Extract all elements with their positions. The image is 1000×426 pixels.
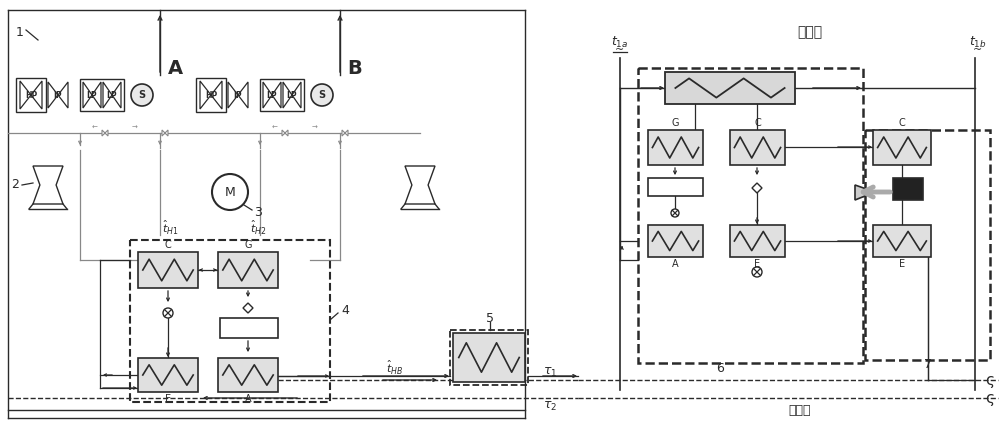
- Text: $\hat{t}_{H2}$: $\hat{t}_{H2}$: [250, 219, 266, 237]
- Bar: [453, 333, 525, 382]
- Polygon shape: [752, 183, 762, 193]
- Text: 6: 6: [716, 362, 724, 374]
- Text: S: S: [138, 90, 146, 100]
- Text: E: E: [899, 259, 905, 269]
- Circle shape: [752, 267, 762, 277]
- Bar: [665, 72, 795, 104]
- Bar: [638, 68, 863, 363]
- Polygon shape: [243, 303, 253, 313]
- Bar: [730, 225, 785, 257]
- Bar: [260, 79, 304, 111]
- Bar: [893, 178, 923, 200]
- Text: G: G: [244, 240, 252, 250]
- Text: S: S: [318, 90, 326, 100]
- Text: ←: ←: [272, 125, 278, 131]
- Bar: [865, 130, 990, 360]
- Text: ς: ς: [985, 391, 994, 406]
- Polygon shape: [20, 81, 31, 109]
- Polygon shape: [272, 82, 281, 108]
- Text: 3: 3: [254, 205, 262, 219]
- Bar: [138, 358, 198, 392]
- Text: ←: ←: [92, 125, 98, 131]
- Text: LP: LP: [287, 90, 297, 100]
- Polygon shape: [83, 82, 92, 108]
- Polygon shape: [238, 82, 248, 108]
- Text: $\hat{t}_{H1}$: $\hat{t}_{H1}$: [162, 219, 178, 237]
- Text: IP: IP: [234, 90, 242, 100]
- Bar: [873, 130, 931, 165]
- Bar: [220, 318, 278, 338]
- Text: LP: LP: [107, 90, 117, 100]
- Text: HP: HP: [25, 90, 37, 100]
- Text: $t_{1b}$: $t_{1b}$: [969, 35, 987, 49]
- Text: 二次网: 二次网: [797, 25, 823, 39]
- Text: E: E: [165, 394, 171, 404]
- Bar: [16, 78, 46, 112]
- Text: →: →: [312, 125, 318, 131]
- Bar: [218, 252, 278, 288]
- Text: A: A: [167, 58, 183, 78]
- Text: $t_{1a}$: $t_{1a}$: [611, 35, 629, 49]
- Bar: [80, 79, 124, 111]
- Polygon shape: [283, 82, 292, 108]
- Polygon shape: [112, 82, 121, 108]
- Bar: [450, 330, 528, 385]
- Text: A: A: [672, 259, 679, 269]
- Bar: [730, 130, 785, 165]
- Text: B: B: [348, 58, 362, 78]
- Polygon shape: [263, 82, 272, 108]
- Bar: [648, 178, 703, 196]
- Circle shape: [311, 84, 333, 106]
- Text: C: C: [165, 240, 171, 250]
- Text: 4: 4: [341, 303, 349, 317]
- Text: $\tau_2$: $\tau_2$: [543, 400, 557, 412]
- Text: 5: 5: [486, 311, 494, 325]
- Text: A: A: [245, 394, 251, 404]
- Polygon shape: [342, 130, 348, 136]
- Text: LP: LP: [267, 90, 277, 100]
- Bar: [873, 225, 931, 257]
- Text: 一次网: 一次网: [789, 403, 811, 417]
- Text: E: E: [754, 259, 761, 269]
- Polygon shape: [31, 81, 42, 109]
- Polygon shape: [58, 82, 68, 108]
- Polygon shape: [282, 130, 288, 136]
- Text: $\tau_1$: $\tau_1$: [543, 366, 557, 379]
- Polygon shape: [103, 82, 112, 108]
- Text: HP: HP: [205, 90, 217, 100]
- Bar: [196, 78, 226, 112]
- Polygon shape: [211, 81, 222, 109]
- Text: M: M: [225, 185, 235, 199]
- Text: IP: IP: [54, 90, 62, 100]
- Text: LP: LP: [87, 90, 97, 100]
- Polygon shape: [162, 130, 168, 136]
- Text: ς: ς: [985, 372, 994, 388]
- Text: →: →: [132, 125, 138, 131]
- Bar: [218, 358, 278, 392]
- Polygon shape: [228, 82, 238, 108]
- Text: 7: 7: [924, 359, 932, 371]
- Circle shape: [163, 308, 173, 318]
- Bar: [130, 240, 330, 402]
- Polygon shape: [855, 185, 875, 200]
- Text: G: G: [672, 118, 679, 128]
- Text: C: C: [899, 118, 905, 128]
- Polygon shape: [102, 130, 108, 136]
- Text: 2: 2: [11, 178, 19, 192]
- Circle shape: [671, 209, 679, 217]
- Text: $\hat{t}_{HB}$: $\hat{t}_{HB}$: [386, 359, 404, 377]
- Bar: [648, 130, 703, 165]
- Circle shape: [212, 174, 248, 210]
- Bar: [138, 252, 198, 288]
- Polygon shape: [48, 82, 58, 108]
- Text: C: C: [754, 118, 761, 128]
- Text: ~: ~: [615, 45, 625, 55]
- Circle shape: [131, 84, 153, 106]
- Polygon shape: [92, 82, 101, 108]
- Bar: [648, 225, 703, 257]
- Polygon shape: [200, 81, 211, 109]
- Polygon shape: [292, 82, 301, 108]
- Text: 1: 1: [16, 26, 24, 38]
- Text: ~: ~: [973, 45, 983, 55]
